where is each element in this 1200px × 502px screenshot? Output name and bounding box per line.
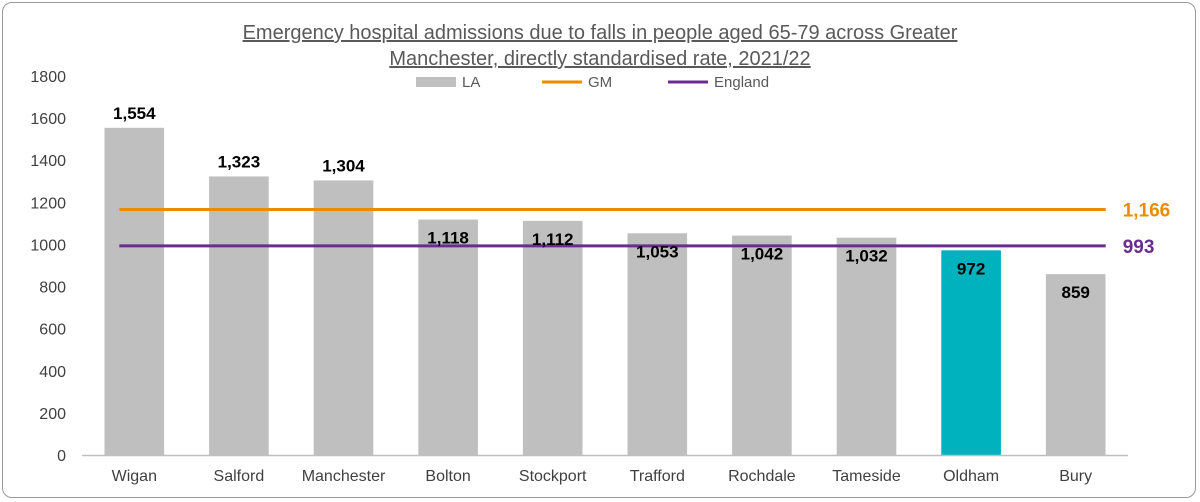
bar-wigan (104, 127, 165, 456)
bar-bolton (418, 219, 478, 455)
y-tick-label: 1200 (30, 195, 66, 212)
x-tick-label: Manchester (302, 468, 386, 485)
legend-label: LA (462, 74, 480, 91)
bars (104, 127, 1106, 456)
x-tick-label: Bury (1059, 468, 1092, 485)
bar-rochdale (732, 235, 792, 455)
bar-bury (1045, 274, 1106, 455)
bar-value-label: 1,554 (113, 104, 156, 123)
bar-value-label: 1,112 (532, 230, 574, 249)
bar-value-label: 1,042 (741, 245, 784, 264)
x-tick-label: Salford (214, 468, 265, 485)
y-tick-label: 1000 (30, 237, 66, 254)
x-tick-label: Stockport (519, 468, 587, 485)
reference-lines: 1,166 993 (119, 200, 1171, 258)
y-tick-label: 400 (39, 364, 66, 381)
chart-title-line-2: Manchester, directly standardised rate, … (389, 48, 810, 70)
bar-value-label: 1,304 (322, 156, 365, 175)
bar-stockport (522, 220, 583, 455)
bar-value-label: 1,323 (218, 152, 261, 171)
bar-oldham (941, 250, 1001, 455)
legend-label: England (714, 74, 769, 91)
legend-label: GM (588, 74, 612, 91)
bar-value-label: 1,118 (427, 229, 469, 248)
bar-value-labels: 1,554 1,323 1,304 1,118 1,112 1,053 1,042 1,032… (113, 104, 1090, 302)
x-tick-label: Trafford (630, 468, 685, 485)
y-tick-label: 1800 (30, 69, 66, 86)
x-tick-label: Wigan (112, 468, 157, 485)
x-tick-label: Bolton (425, 468, 470, 485)
x-tick-label: Oldham (943, 468, 999, 485)
bar-trafford (627, 233, 688, 455)
bar-manchester (313, 180, 374, 456)
y-axis: 0 200 400 600 800 1000 1200 1400 1600 1800 (30, 69, 66, 465)
x-axis: Wigan Salford Manchester Bolton Stockport Tra… (82, 454, 1128, 485)
y-tick-label: 1600 (30, 111, 66, 128)
bar-tameside (836, 237, 897, 455)
bar-salford (209, 176, 269, 455)
bar-value-label: 859 (1062, 283, 1090, 302)
gm-value-label: 1,166 (1123, 200, 1171, 221)
y-tick-label: 1400 (30, 153, 66, 170)
y-tick-label: 800 (39, 280, 66, 297)
legend: LA GM England (416, 74, 769, 91)
bar-value-label: 972 (957, 259, 985, 278)
bar-value-label: 1,032 (845, 247, 888, 266)
x-tick-label: Tameside (832, 468, 901, 485)
legend-swatch-la (416, 77, 456, 87)
bar-value-label: 1,053 (636, 242, 679, 261)
y-tick-label: 0 (57, 448, 66, 465)
chart-title-line-1: Emergency hospital admissions due to fal… (243, 22, 958, 44)
x-tick-label: Rochdale (728, 468, 796, 485)
y-tick-label: 200 (39, 406, 66, 423)
england-value-label: 993 (1123, 237, 1155, 258)
y-tick-label: 600 (39, 322, 66, 339)
